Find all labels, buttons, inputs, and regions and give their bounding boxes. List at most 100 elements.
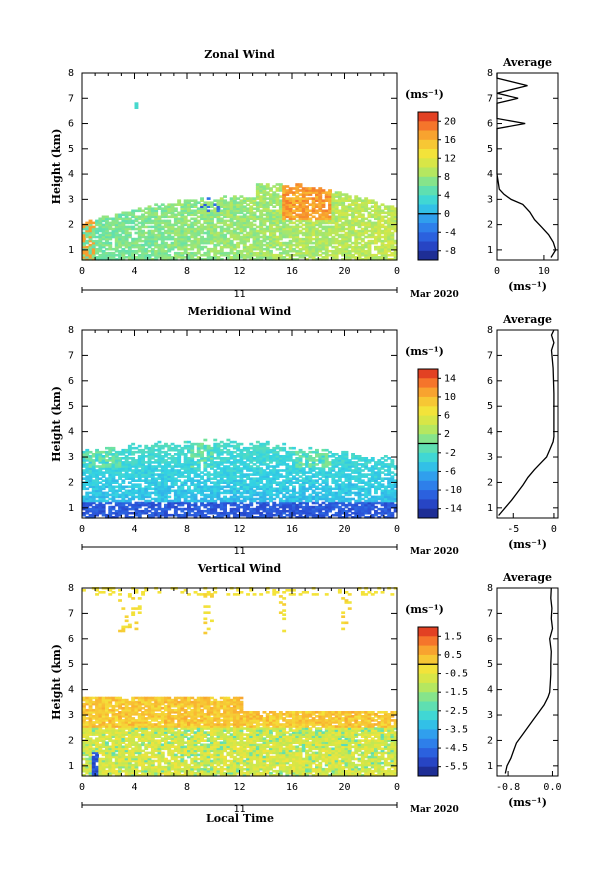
heatmap-cell [118, 495, 122, 499]
heatmap-cell [180, 465, 185, 468]
heatmap-cell [229, 503, 234, 507]
heatmap-cell [364, 201, 369, 204]
heatmap-cell [88, 253, 93, 257]
heatmap-cell [200, 231, 204, 235]
heatmap-cell [236, 225, 241, 229]
heatmap-cell [190, 446, 195, 450]
heatmap-cell [341, 467, 346, 470]
heatmap-cell [167, 463, 172, 466]
heatmap-cell [183, 459, 188, 462]
heatmap-cell [295, 497, 300, 501]
heatmap-cell [305, 207, 309, 210]
heatmap-cell [334, 475, 339, 478]
heatmap-cell [160, 499, 165, 503]
heatmap-cell [226, 245, 231, 249]
heatmap-cell [360, 509, 365, 513]
heatmap-cell [262, 483, 267, 486]
heatmap-cell [341, 243, 346, 247]
heatmap-cell [354, 215, 359, 219]
heatmap-cell [298, 485, 303, 489]
heatmap-cell [213, 256, 218, 259]
heatmap-cell [252, 469, 257, 472]
average-y-tick-label: 1 [487, 245, 493, 256]
heatmap-cell [262, 217, 267, 221]
heatmap-cell [360, 249, 365, 253]
heatmap-cell [190, 513, 195, 517]
heatmap-cell [282, 211, 287, 215]
heatmap-cell [278, 241, 283, 245]
heatmap-cell [203, 483, 208, 486]
heatmap-cell [292, 491, 296, 495]
heatmap-cell [150, 471, 155, 474]
heatmap-cell [347, 195, 352, 198]
heatmap-cell [282, 197, 287, 200]
heatmap-cell [177, 201, 182, 204]
heatmap-cell [82, 495, 86, 499]
heatmap-cell [118, 215, 122, 219]
heatmap-cell [137, 450, 142, 454]
heatmap-cell [367, 239, 372, 243]
heatmap-cell [331, 467, 336, 470]
heatmap-cell [141, 258, 145, 261]
heatmap-cell [275, 197, 280, 200]
heatmap-cell [374, 253, 378, 257]
heatmap-cell [177, 479, 182, 482]
heatmap-cell [114, 467, 119, 470]
heatmap-cell [141, 479, 145, 482]
heatmap-cell [269, 233, 273, 237]
heatmap-cell [331, 469, 336, 472]
heatmap-cell [206, 444, 211, 448]
heatmap-cell [344, 253, 349, 257]
heatmap-cell [324, 193, 329, 196]
heatmap-cell [334, 209, 339, 213]
heatmap-cell [118, 509, 122, 513]
heatmap-cell [354, 221, 359, 225]
heatmap-cell [285, 253, 290, 257]
heatmap-cell [216, 231, 221, 235]
heatmap-cell [154, 219, 159, 223]
heatmap-cell [324, 513, 329, 517]
heatmap-cell [305, 239, 309, 243]
heatmap-cell [347, 253, 352, 257]
heatmap-cell [118, 469, 122, 472]
heatmap-cell [134, 219, 139, 223]
heatmap-cell [341, 258, 346, 261]
heatmap-cell [269, 471, 273, 474]
heatmap-cell [324, 477, 329, 480]
heatmap-cell [305, 187, 309, 190]
heatmap-cell [210, 223, 214, 227]
heatmap-cell [377, 256, 382, 259]
heatmap-cell [216, 471, 221, 474]
heatmap-cell [311, 465, 316, 468]
heatmap-cell [134, 489, 139, 493]
heatmap-cell [118, 489, 122, 493]
heatmap-cell [344, 205, 349, 208]
heatmap-cell [285, 197, 290, 200]
heatmap-cell [213, 253, 218, 257]
heatmap-cell [200, 459, 204, 462]
heatmap-cell [354, 503, 359, 507]
heatmap-cell [203, 446, 208, 450]
heatmap-cell [341, 209, 346, 213]
heatmap-cell [88, 497, 93, 501]
heatmap-cell [131, 453, 136, 456]
heatmap-cell [321, 245, 326, 249]
heatmap-cell [131, 253, 136, 257]
heatmap-cell [154, 253, 159, 257]
heatmap-cell [347, 237, 352, 241]
heatmap-cell [196, 513, 201, 517]
heatmap-cell [354, 467, 359, 470]
heatmap-cell [285, 213, 290, 217]
heatmap-cell [91, 227, 96, 231]
heatmap-cell [154, 479, 159, 482]
heatmap-cell [187, 231, 191, 235]
heatmap-cell [183, 513, 188, 517]
heatmap-cell [164, 455, 168, 458]
heatmap-cell [127, 211, 132, 215]
heatmap-cell [324, 511, 329, 515]
heatmap-cell [360, 473, 365, 476]
heatmap-cell [308, 455, 313, 458]
heatmap-cell [242, 495, 247, 499]
heatmap-cell [269, 479, 273, 482]
heatmap-cell [285, 209, 290, 213]
